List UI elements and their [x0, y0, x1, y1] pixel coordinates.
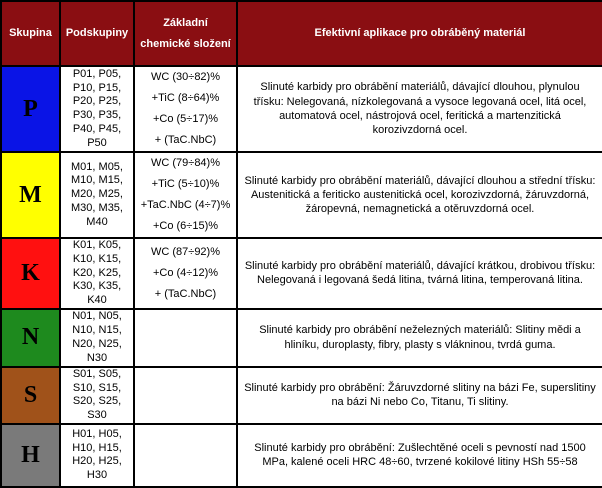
subgroup-text: P01, P05, P10, P15, P20, P25, P30, P35, … [72, 67, 122, 149]
chem-line: +Co (6÷15)% [152, 219, 219, 232]
subgroup-cell: K01, K05, K10, K15, K20, K25, K30, K35, … [59, 237, 135, 310]
chemical-composition-cell: WC (87÷92)% +Co (4÷12)% + (TaC.NbC) [133, 237, 238, 310]
header-application: Efektivní aplikace pro obráběný materiál [236, 0, 602, 67]
subgroup-cell: P01, P05, P10, P15, P20, P25, P30, P35, … [59, 65, 135, 153]
header-row: Skupina Podskupiny Základní chemické slo… [0, 0, 602, 67]
group-cell: H [0, 422, 61, 488]
subgroup-cell: S01, S05, S10, S15, S20, S25, S30 [59, 365, 135, 425]
application-cell: Slinuté karbidy pro obrábění materiálů, … [236, 237, 602, 310]
application-cell: Slinuté karbidy pro obrábění materiálů, … [236, 151, 602, 239]
chemical-composition-cell [133, 365, 238, 425]
chem-line: +TiC (8÷64)% [151, 92, 220, 105]
subgroup-text: K01, K05, K10, K15, K20, K25, K30, K35, … [72, 239, 122, 306]
header-chemical-composition: Základní chemické složení [133, 0, 238, 67]
subgroup-cell: N01, N05, N10, N15, N20, N25, N30 [59, 307, 135, 368]
header-group: Skupina [0, 0, 61, 67]
subgroup-text: H01, H05, H10, H15, H20, H25, H30 [72, 427, 122, 481]
group-cell: K [0, 237, 61, 310]
subgroup-cell: M01, M05, M10, M15, M20, M25, M30, M35, … [59, 151, 135, 239]
subgroup-text: M01, M05, M10, M15, M20, M25, M30, M35, … [71, 160, 123, 228]
chemical-composition-cell [133, 422, 238, 488]
chem-line: WC (87÷92)% [151, 246, 220, 259]
chem-line: + (TaC.NbC) [154, 287, 217, 300]
chemical-composition-cell [133, 307, 238, 368]
chem-line: + (TaC.NbC) [154, 133, 217, 146]
header-chem-text: Základní chemické složení [140, 16, 231, 50]
chem-line: WC (30÷82)% [151, 71, 220, 84]
group-cell: M [0, 151, 61, 239]
group-cell: S [0, 365, 61, 425]
chemical-composition-cell: WC (79÷84)% +TiC (5÷10)% +TaC.NbC (4÷7)%… [133, 151, 238, 239]
table-row: M M01, M05, M10, M15, M20, M25, M30, M35… [0, 151, 602, 239]
chem-line: +TaC.NbC (4÷7)% [140, 199, 231, 211]
group-cell: N [0, 307, 61, 368]
subgroup-text: S01, S05, S10, S15, S20, S25, S30 [72, 367, 122, 421]
subgroup-cell: H01, H05, H10, H15, H20, H25, H30 [59, 422, 135, 488]
application-cell: Slinuté karbidy pro obrábění neželezných… [236, 307, 602, 368]
group-cell: P [0, 65, 61, 153]
table-row: S S01, S05, S10, S15, S20, S25, S30 Slin… [0, 365, 602, 425]
chem-line: +Co (5÷17)% [152, 113, 219, 125]
application-cell: Slinuté karbidy pro obrábění materiálů, … [236, 65, 602, 153]
table-row: P P01, P05, P10, P15, P20, P25, P30, P35… [0, 65, 602, 153]
chem-line: WC (79÷84)% [151, 157, 220, 170]
header-subgroup: Podskupiny [59, 0, 135, 67]
table-row: H H01, H05, H10, H15, H20, H25, H30 Slin… [0, 422, 602, 488]
chem-line: +TiC (5÷10)% [151, 178, 220, 191]
chemical-composition-cell: WC (30÷82)% +TiC (8÷64)% +Co (5÷17)% + (… [133, 65, 238, 153]
table-row: K K01, K05, K10, K15, K20, K25, K30, K35… [0, 237, 602, 310]
chem-line: +Co (4÷12)% [152, 266, 219, 279]
subgroup-text: N01, N05, N10, N15, N20, N25, N30 [72, 310, 122, 364]
application-cell: Slinuté karbidy pro obrábění: Žáruvzdorn… [236, 365, 602, 425]
application-cell: Slinuté karbidy pro obrábění: Zušlechtěn… [236, 422, 602, 488]
table-row: N N01, N05, N10, N15, N20, N25, N30 Slin… [0, 307, 602, 368]
